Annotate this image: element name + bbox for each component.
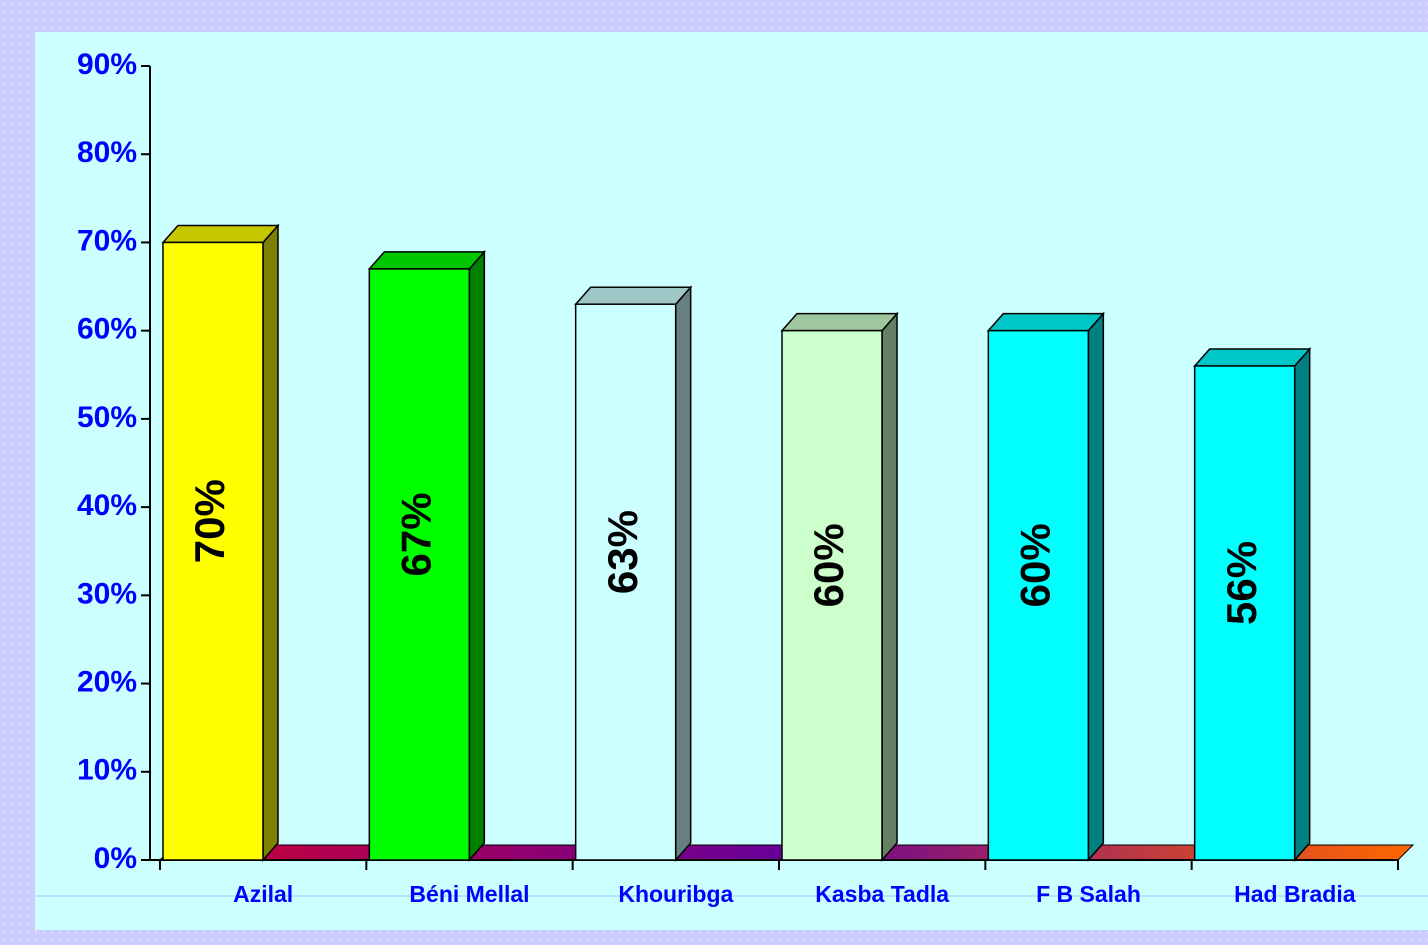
x-tick-label: Had Bradia — [1234, 881, 1356, 907]
bar — [781, 329, 883, 861]
bar-side — [881, 311, 898, 862]
data-label: 60% — [805, 523, 852, 607]
data-label: 60% — [1011, 523, 1058, 607]
bar-top — [780, 312, 899, 332]
y-tick-label: 40% — [77, 489, 137, 522]
x-tick-label: Kasba Tadla — [815, 881, 949, 907]
bar-top — [367, 251, 486, 270]
bar-top — [161, 224, 280, 244]
bar-side — [1293, 346, 1311, 862]
y-tick-label: 10% — [77, 754, 137, 787]
data-label: 67% — [392, 492, 439, 576]
bar — [162, 241, 264, 861]
y-tick-label: 30% — [77, 577, 137, 610]
x-tick-label: Béni Mellal — [409, 881, 529, 907]
bar — [574, 303, 677, 861]
y-tick-label: 0% — [94, 842, 137, 875]
y-tick-label: 50% — [77, 401, 137, 434]
x-tick-label: F B Salah — [1036, 881, 1141, 907]
data-label: 70% — [186, 479, 233, 563]
y-tick-label: 90% — [77, 48, 137, 81]
x-tick-label: Khouribga — [618, 881, 733, 907]
bar-side — [1087, 311, 1105, 862]
bar-top — [1193, 348, 1312, 367]
bar — [368, 268, 471, 861]
bar — [1193, 365, 1296, 861]
bar-top — [574, 286, 693, 305]
bar-top — [986, 312, 1105, 332]
y-tick-label: 20% — [77, 665, 137, 698]
bar-side — [262, 223, 279, 862]
data-label: 56% — [1218, 541, 1265, 625]
bar — [987, 329, 1090, 861]
bar-side — [468, 249, 486, 862]
x-tick-label: Azilal — [233, 881, 293, 907]
data-label: 63% — [599, 510, 646, 594]
y-tick-label: 70% — [77, 224, 137, 257]
y-tick-label: 60% — [77, 313, 137, 346]
y-tick-label: 80% — [77, 136, 137, 169]
bar-side — [674, 285, 692, 862]
